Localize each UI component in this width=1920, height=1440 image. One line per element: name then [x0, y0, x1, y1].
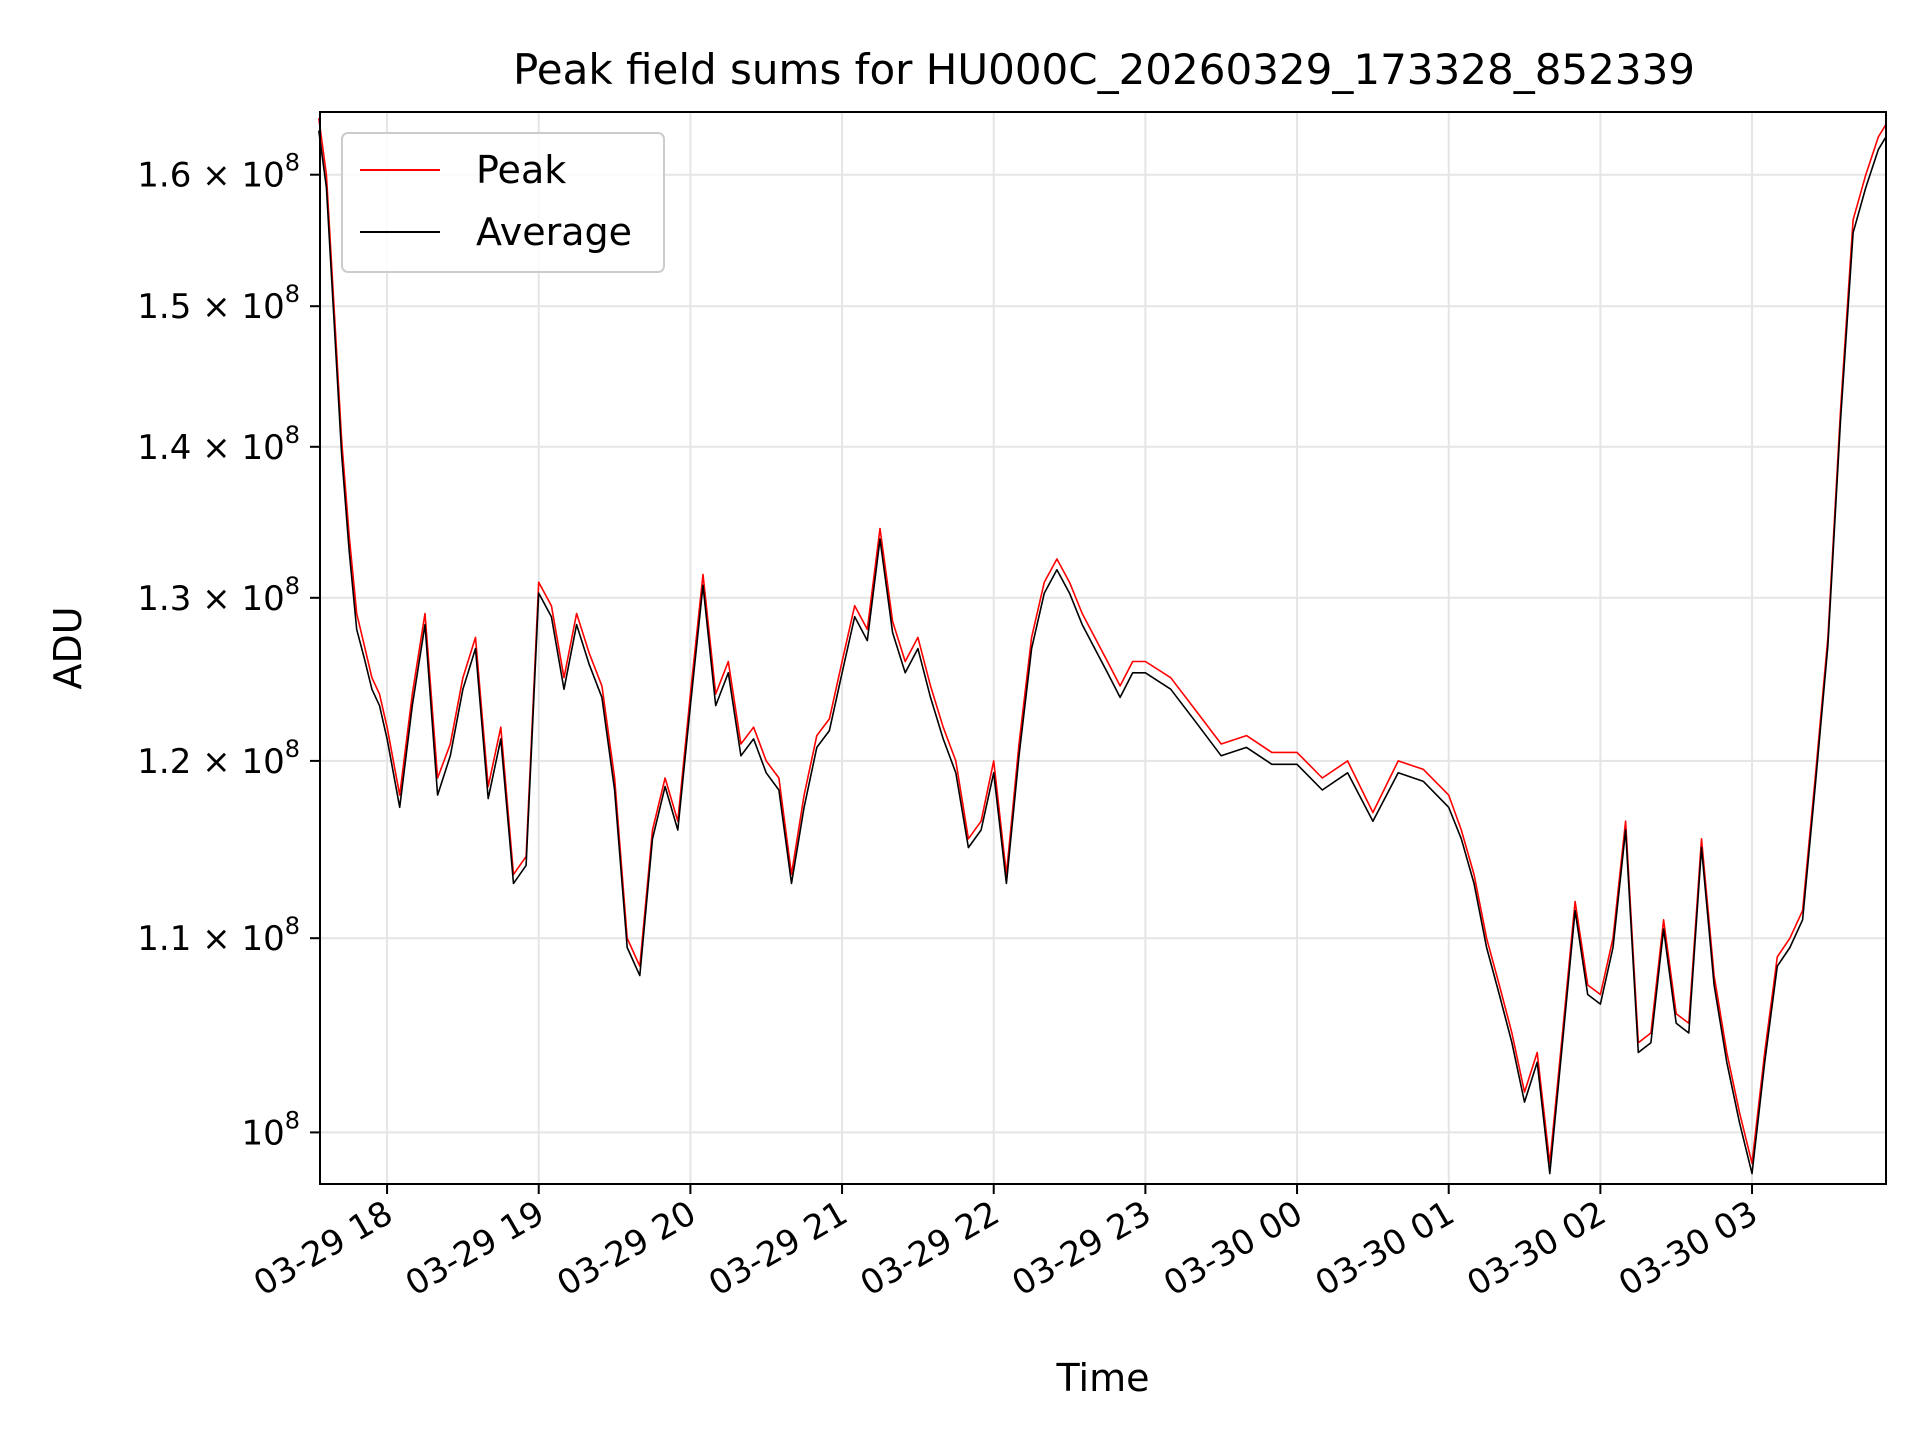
- y-tick-label: 1.3 × 108: [137, 572, 300, 619]
- y-tick-exponent: 8: [285, 421, 300, 449]
- y-axis-label: ADU: [46, 606, 90, 689]
- plot-frame: [319, 111, 1887, 1185]
- y-tick-base: 10: [241, 919, 284, 959]
- series-lines: [318, 118, 1887, 1175]
- series-line-average: [318, 130, 1887, 1175]
- y-tick-base: 10: [241, 1113, 284, 1153]
- y-tick-label: 1.2 × 108: [137, 735, 300, 782]
- y-tick-base: 10: [241, 742, 284, 782]
- y-tick-exponent: 8: [285, 735, 300, 763]
- y-tick-base: 10: [241, 156, 284, 196]
- y-tick-label: 108: [241, 1106, 300, 1153]
- y-tick-mantissa: 1.2 ×: [137, 742, 241, 782]
- y-tick-label: 1.4 × 108: [137, 421, 300, 468]
- legend-label-peak: Peak: [476, 148, 566, 192]
- y-tick-exponent: 8: [285, 1106, 300, 1134]
- legend-label-average: Average: [476, 210, 632, 254]
- y-tick-label: 1.1 × 108: [137, 912, 300, 959]
- legend: Peak Average: [341, 132, 665, 273]
- y-tick-label: 1.6 × 108: [137, 149, 300, 196]
- y-tick-exponent: 8: [285, 912, 300, 940]
- grid-lines: [320, 112, 1886, 1184]
- y-tick-exponent: 8: [285, 149, 300, 177]
- y-tick-label: 1.5 × 108: [137, 280, 300, 327]
- y-tick-mantissa: 1.3 ×: [137, 579, 241, 619]
- chart-title: Peak field sums for HU000C_20260329_1733…: [513, 45, 1695, 94]
- y-tick-mantissa: 1.4 ×: [137, 428, 241, 468]
- series-line-peak: [318, 118, 1887, 1164]
- legend-box: [341, 132, 665, 273]
- x-axis-label: Time: [1056, 1356, 1150, 1400]
- y-tick-mantissa: 1.1 ×: [137, 919, 241, 959]
- y-tick-exponent: 8: [285, 572, 300, 600]
- y-tick-mantissa: 1.6 ×: [137, 156, 241, 196]
- y-tick-base: 10: [241, 579, 284, 619]
- y-tick-base: 10: [241, 428, 284, 468]
- y-tick-exponent: 8: [285, 280, 300, 308]
- y-tick-mantissa: 1.5 ×: [137, 287, 241, 327]
- y-tick-base: 10: [241, 287, 284, 327]
